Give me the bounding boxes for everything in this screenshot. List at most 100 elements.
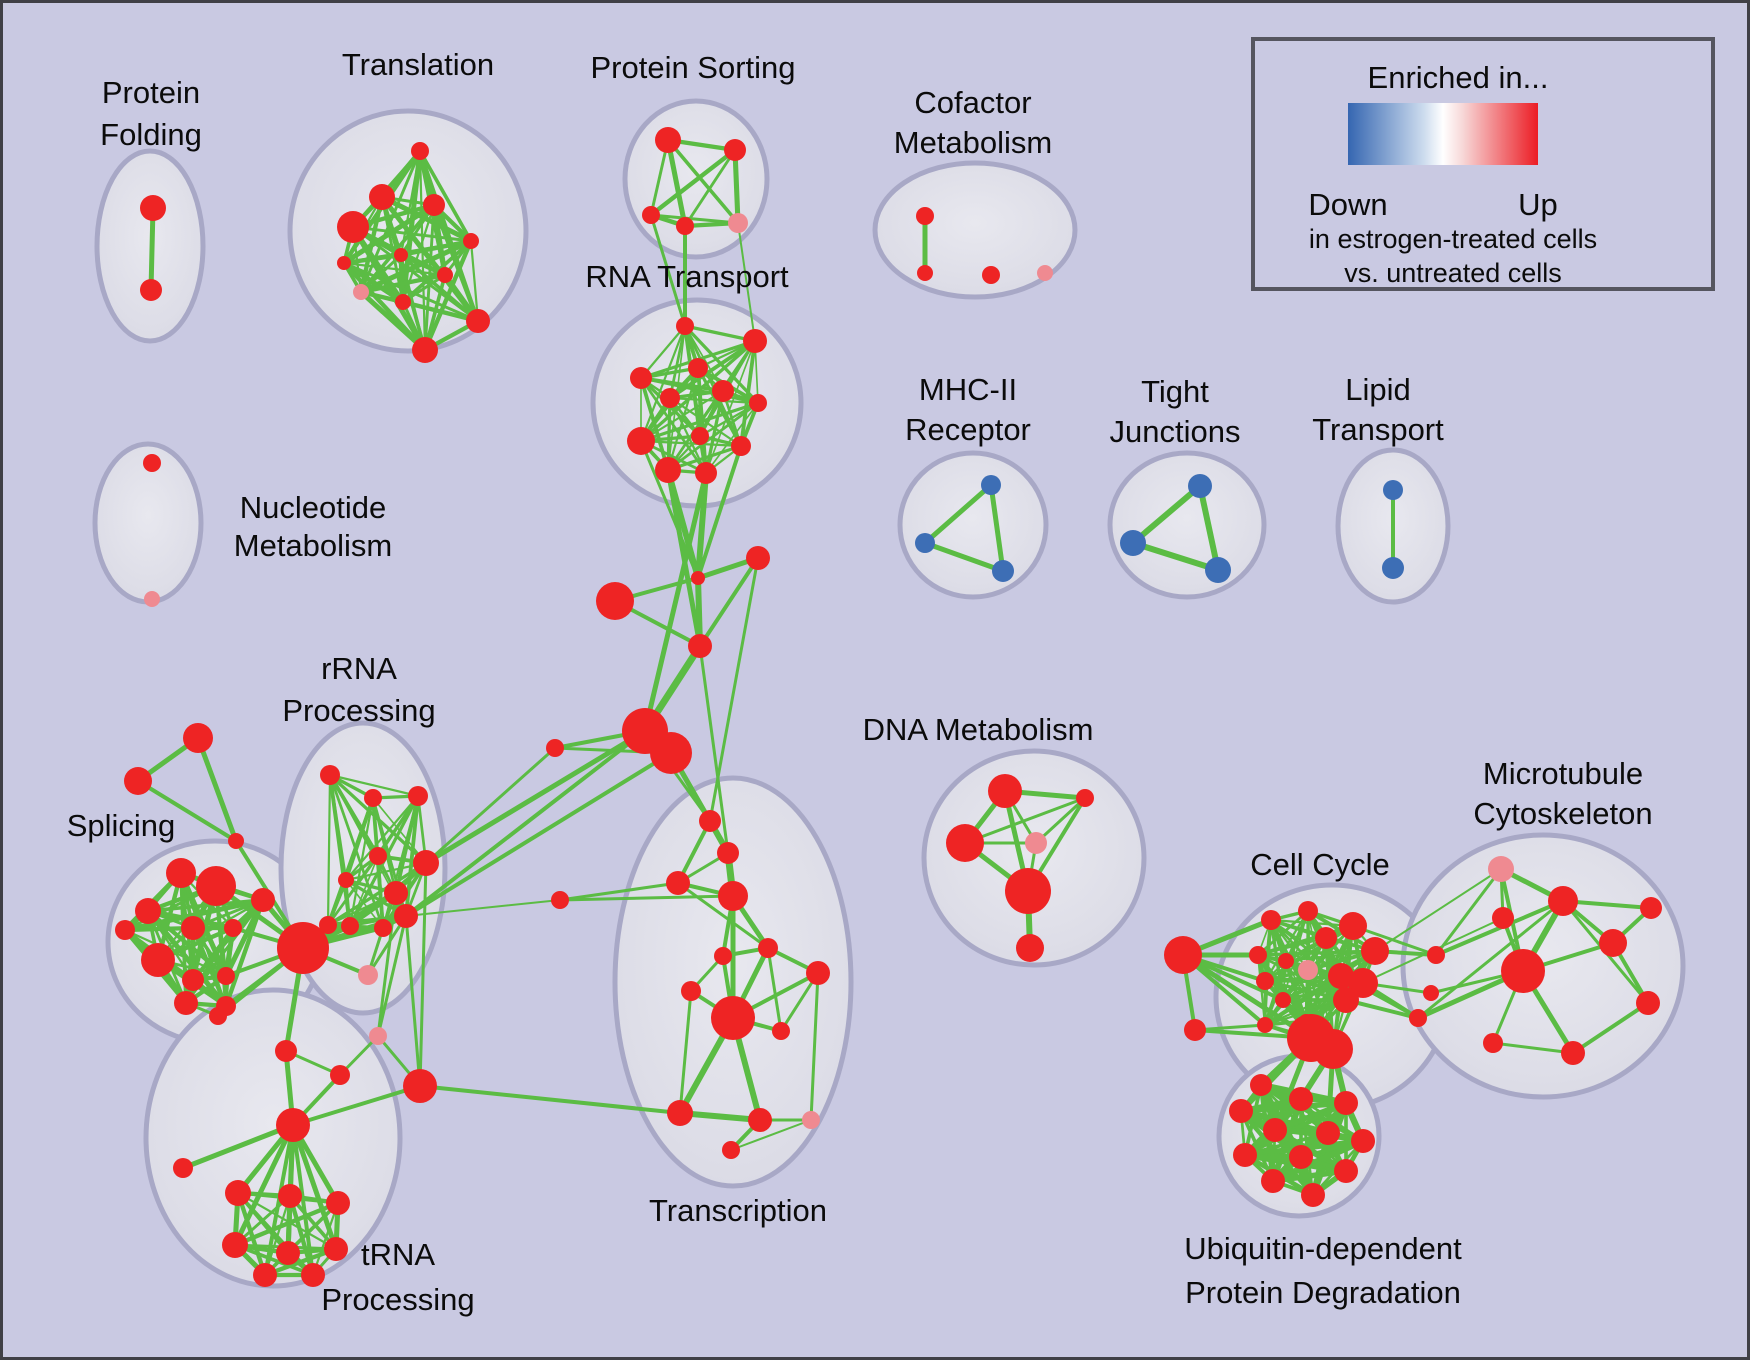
node-r8	[627, 427, 655, 455]
edge-protein-sorting-mesh	[732, 147, 741, 226]
edge-translation-mesh	[342, 261, 447, 277]
node-x4	[718, 881, 748, 911]
node-m4	[1501, 949, 1545, 993]
edge-protein-sorting-mesh	[648, 147, 738, 218]
node-s5	[728, 213, 748, 233]
edge-rna-transport-mesh	[666, 401, 760, 472]
node-rr5	[338, 872, 354, 888]
edge-cell-cycle-mesh	[1256, 909, 1310, 957]
node-x9	[711, 996, 755, 1040]
node-j4	[688, 634, 712, 658]
node-r6	[712, 380, 734, 402]
edge-translation-mesh	[431, 202, 448, 278]
edge-tn_hub-tn_lone	[180, 1122, 296, 1171]
node-cc13	[1257, 1017, 1273, 1033]
edge-rna-transport-mesh	[639, 376, 708, 475]
node-b3	[992, 560, 1014, 582]
node-t4	[423, 194, 445, 216]
edge-j8-x4	[558, 894, 735, 902]
cluster-label-protein-sorting-line1: Protein Sorting	[590, 50, 795, 85]
node-t10	[466, 309, 490, 333]
edge-rrna-mesh	[344, 794, 420, 882]
node-sp4	[115, 920, 135, 940]
edge-trna-fan-mesh	[235, 1190, 268, 1278]
edge-b1-b3	[988, 482, 1006, 574]
node-t5	[463, 233, 479, 249]
cluster-label-tight-junctions-line1: Tight	[1141, 374, 1209, 409]
node-d5	[1005, 868, 1051, 914]
edge-cc18-cc16	[1180, 952, 1314, 1041]
edge-rrna-mesh	[326, 861, 428, 927]
node-u8	[1233, 1143, 1257, 1167]
edge-r12-j1	[695, 470, 709, 581]
node-s4	[676, 217, 694, 235]
node-m5	[1599, 929, 1627, 957]
node-rr7	[413, 850, 439, 876]
edge-rna-transport-mesh	[666, 366, 700, 472]
node-sp9	[217, 967, 235, 985]
node-nb2	[403, 1069, 437, 1103]
node-rr8	[319, 916, 337, 934]
cluster-label-protein-folding-line2: Folding	[100, 117, 202, 152]
edge-j2-x1	[708, 556, 760, 823]
node-c2	[917, 265, 933, 281]
node-cc10	[1328, 963, 1354, 989]
legend-down-label: Down	[1308, 187, 1387, 222]
edge-rrna-mesh	[404, 794, 420, 918]
node-nb1	[330, 1065, 350, 1085]
edge-translation-mesh	[358, 272, 448, 295]
edge-rna-transport-mesh	[668, 396, 760, 405]
edge-cell-cycle-mesh	[1263, 998, 1348, 1027]
edge-tj1-tj2	[1130, 483, 1203, 546]
edge-nb2-rr7	[418, 861, 428, 1088]
legend: Enriched in... Down Up in estrogen-treat…	[1251, 37, 1715, 291]
node-cc18	[1164, 936, 1202, 974]
node-m7	[1636, 991, 1660, 1015]
node-pk1	[358, 965, 378, 985]
edge-rna-transport-mesh	[705, 340, 756, 474]
node-f3	[326, 1191, 350, 1215]
edge-x15-x14	[730, 1119, 812, 1151]
node-u11	[1334, 1159, 1358, 1183]
node-x11	[772, 1022, 790, 1040]
node-u7	[1351, 1129, 1375, 1153]
edge-protein-sorting-mesh	[683, 148, 737, 228]
edge-x10-x14	[809, 971, 820, 1122]
edge-tn_hub-f8	[291, 1123, 315, 1277]
node-u4	[1334, 1091, 1358, 1115]
edge-b2-b3	[922, 540, 1006, 574]
node-j1	[691, 571, 705, 585]
node-j2	[746, 546, 770, 570]
node-s1	[655, 127, 681, 153]
cluster-label-mhc-ii-receptor-line2: Receptor	[905, 412, 1031, 447]
edge-translation-mesh	[401, 273, 447, 304]
edge-trna-fan-mesh	[262, 1246, 339, 1278]
node-cc3	[1339, 912, 1367, 940]
edge-rrna-mesh	[326, 773, 332, 927]
node-x10	[806, 961, 830, 985]
node-t6	[394, 248, 408, 262]
node-t7	[437, 267, 453, 283]
node-tj1	[1188, 474, 1212, 498]
edge-r12-j5	[642, 470, 709, 734]
node-c4	[1037, 265, 1053, 281]
node-r7	[749, 394, 767, 412]
node-d6	[1016, 934, 1044, 962]
edge-translation-mesh	[399, 253, 480, 323]
node-cc15	[1333, 987, 1359, 1013]
node-u3	[1229, 1099, 1253, 1123]
edge-translation-mesh	[342, 261, 480, 323]
node-m9	[1483, 1033, 1503, 1053]
cluster-label-rrna-processing-line1: rRNA	[321, 651, 397, 686]
node-tj3	[1205, 557, 1231, 583]
node-f7	[253, 1263, 277, 1287]
edge-m7-m8	[1571, 1001, 1650, 1055]
node-u5	[1263, 1118, 1287, 1142]
edge-trna-fan-mesh	[233, 1243, 315, 1277]
edge-rrna-mesh	[344, 861, 428, 882]
edge-translation-mesh	[341, 260, 428, 353]
edge-pk2-rr11	[376, 914, 408, 1038]
node-x8	[681, 981, 701, 1001]
cluster-label-nucleotide-metabolism-line2: Metabolism	[234, 528, 393, 563]
node-m8	[1561, 1041, 1585, 1065]
